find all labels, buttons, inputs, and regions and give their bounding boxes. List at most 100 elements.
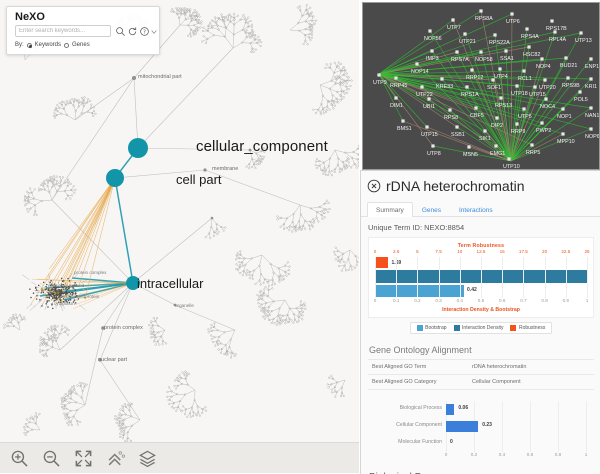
gene-node[interactable] [470, 68, 473, 71]
gene-label: RPS1A [461, 92, 479, 98]
term-info-panel[interactable]: rDNA heterochromatin Summary Genes Inter… [360, 170, 600, 474]
gene-node[interactable] [493, 33, 496, 36]
gene-node[interactable] [483, 129, 486, 132]
chevron-down-icon[interactable] [150, 28, 158, 36]
gene-node[interactable] [377, 73, 380, 76]
gene-node[interactable] [467, 145, 470, 148]
bar-robustness[interactable] [375, 257, 388, 268]
zoom-out-icon[interactable] [42, 449, 61, 468]
gridline [566, 257, 567, 298]
gene-label: DIP2 [491, 123, 503, 129]
gene-node[interactable] [495, 116, 498, 119]
node-intracellular[interactable] [126, 276, 140, 290]
node-cell-part[interactable] [106, 169, 124, 187]
hierarchy-network-panel[interactable]: cellular_component cell part intracellul… [0, 0, 359, 473]
gene-node[interactable] [543, 78, 546, 81]
gene-node[interactable] [479, 50, 482, 53]
bottom-tick: 0.8 [541, 298, 547, 303]
gene-node[interactable] [589, 106, 592, 109]
gene-node[interactable] [522, 107, 525, 110]
network-toolbar[interactable] [0, 442, 359, 473]
gene-node[interactable] [463, 32, 466, 35]
gene-node[interactable] [394, 96, 397, 99]
category-bar[interactable] [446, 404, 454, 415]
gene-node[interactable] [425, 125, 428, 128]
gene-node[interactable] [507, 157, 510, 160]
gene-label: RRP45 [390, 83, 407, 89]
gene-node[interactable] [455, 125, 458, 128]
gene-node[interactable] [415, 62, 418, 65]
collapse-icon[interactable] [106, 449, 125, 468]
tab-interactions[interactable]: Interactions [450, 202, 502, 217]
gene-node[interactable] [394, 76, 397, 79]
fit-to-screen-icon[interactable] [74, 449, 93, 468]
gene-node[interactable] [525, 27, 528, 30]
node-cellular-component[interactable] [128, 138, 148, 158]
category-bar[interactable] [446, 421, 478, 432]
gene-label: POL5 [574, 97, 588, 103]
gene-node[interactable] [498, 67, 501, 70]
gene-node[interactable] [589, 57, 592, 60]
gene-label: SSB1 [451, 132, 465, 138]
gene-node[interactable] [494, 144, 497, 147]
gene-node[interactable] [504, 49, 507, 52]
gene-node[interactable] [564, 56, 567, 59]
gene-node[interactable] [455, 50, 458, 53]
layers-icon[interactable] [138, 449, 157, 468]
radio-keywords[interactable] [27, 43, 32, 48]
app-title: NeXO [15, 11, 45, 23]
gene-node[interactable] [589, 77, 592, 80]
gene-node[interactable] [540, 121, 543, 124]
gene-node[interactable] [474, 106, 477, 109]
gene-node[interactable] [530, 143, 533, 146]
gene-node[interactable] [440, 77, 443, 80]
gene-node[interactable] [431, 144, 434, 147]
gene-node[interactable] [401, 119, 404, 122]
gene-node[interactable] [448, 108, 451, 111]
gene-label: UTP15 [421, 132, 438, 138]
bar-bootstrap[interactable] [375, 285, 464, 297]
gene-node[interactable] [550, 19, 553, 22]
gene-label: MSN5 [463, 152, 478, 158]
gene-node[interactable] [589, 127, 592, 130]
gene-node[interactable] [515, 84, 518, 87]
help-icon[interactable]: ? [139, 26, 150, 37]
gene-label: RPS4A [521, 34, 539, 40]
search-icon[interactable] [115, 26, 126, 37]
gridline [586, 401, 587, 452]
gene-node[interactable] [561, 107, 564, 110]
close-circle-icon[interactable] [367, 179, 381, 193]
gene-node[interactable] [420, 85, 423, 88]
gene-node[interactable] [579, 31, 582, 34]
gene-node[interactable] [533, 85, 536, 88]
gene-node[interactable] [510, 12, 513, 15]
gene-node[interactable] [479, 9, 482, 12]
search-input[interactable] [15, 25, 111, 37]
unique-term-id: Unique Term ID: NEXO:8854 [361, 217, 600, 237]
gene-node[interactable] [430, 49, 433, 52]
bottom-tick: 0.3 [435, 298, 441, 303]
tab-summary[interactable]: Summary [367, 202, 413, 217]
sync-icon[interactable] [127, 26, 138, 37]
tab-genes[interactable]: Genes [413, 202, 450, 217]
gene-node[interactable] [465, 85, 468, 88]
gene-node[interactable] [527, 45, 530, 48]
gene-node[interactable] [561, 132, 564, 135]
gene-label: NAN1 [585, 113, 599, 119]
gene-node[interactable] [499, 96, 502, 99]
gene-node[interactable] [540, 57, 543, 60]
gene-node[interactable] [578, 90, 581, 93]
gene-node[interactable] [451, 18, 454, 21]
radio-genes[interactable] [64, 43, 69, 48]
gene-node[interactable] [515, 122, 518, 125]
info-tabs[interactable]: Summary Genes Interactions [361, 201, 600, 217]
gene-node[interactable] [566, 76, 569, 79]
zoom-in-icon[interactable] [10, 449, 29, 468]
gene-node[interactable] [522, 69, 525, 72]
search-panel[interactable]: NeXO ? By: Keywords Genes [6, 6, 160, 55]
gene-label: SOF1 [487, 85, 501, 91]
gene-node[interactable] [428, 29, 431, 32]
hierarchy-network-graph[interactable] [0, 0, 359, 473]
